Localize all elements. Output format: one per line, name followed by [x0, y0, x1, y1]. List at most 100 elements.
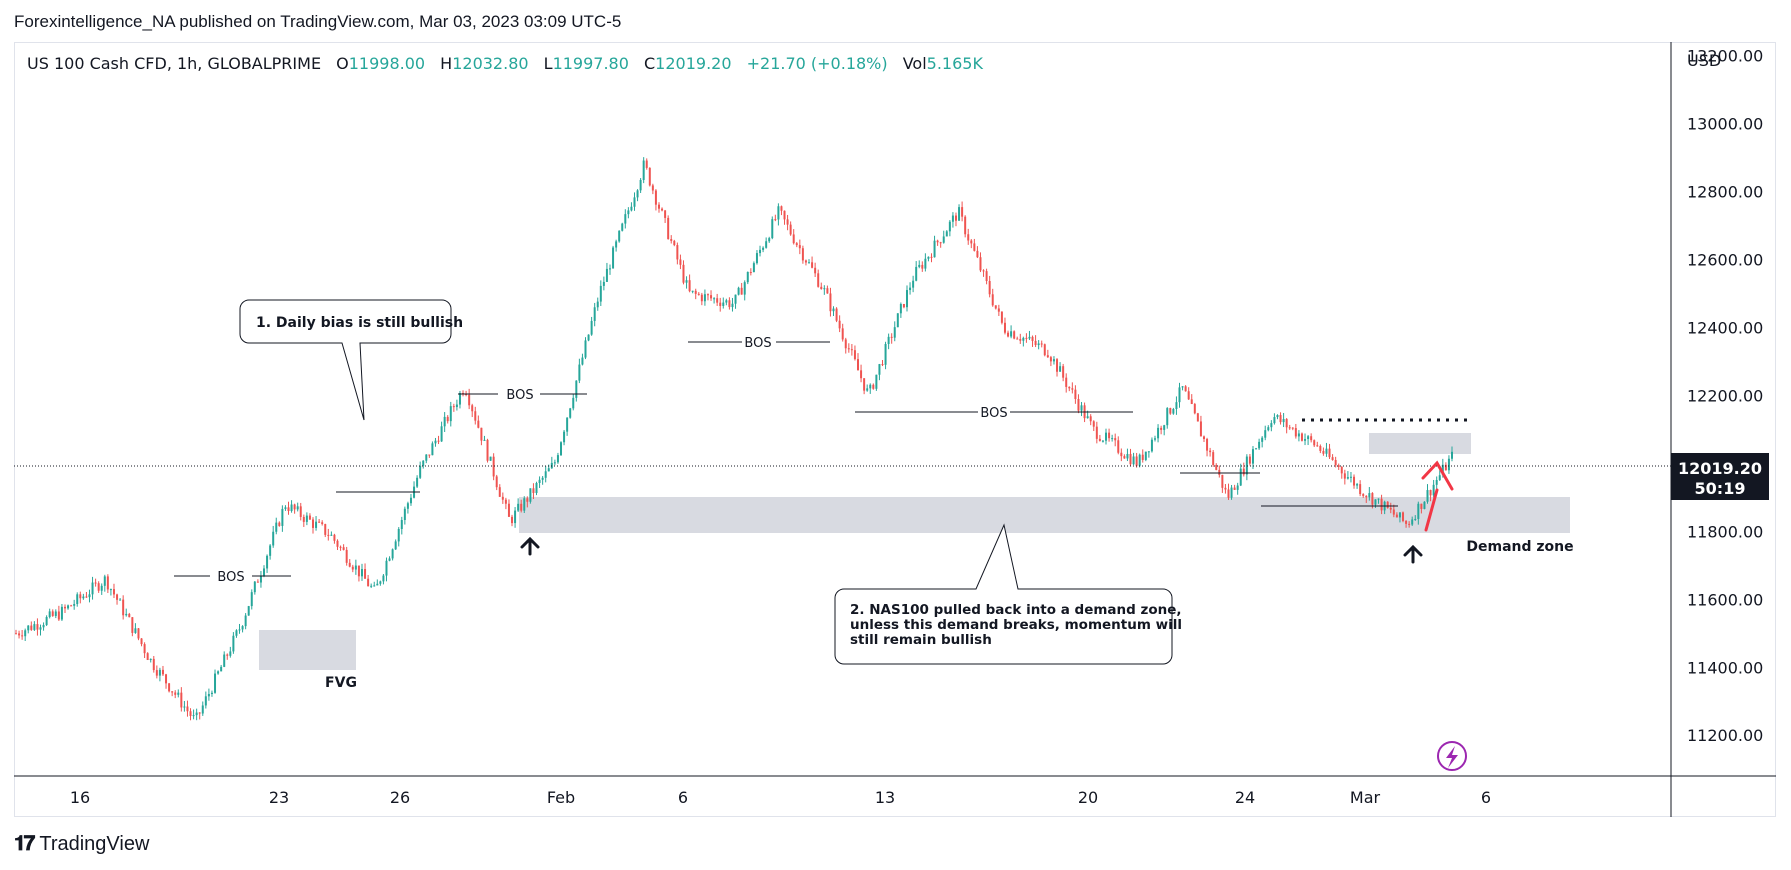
candle-body	[1349, 476, 1352, 478]
candle	[1346, 471, 1349, 480]
candle-body	[1267, 427, 1270, 431]
candle-body	[1181, 386, 1184, 388]
candle	[863, 378, 866, 395]
candle	[244, 613, 247, 630]
candle	[801, 245, 804, 264]
candle	[706, 293, 709, 301]
candle	[1206, 437, 1209, 457]
candle	[1313, 439, 1316, 448]
last-price-value: 12019.20	[1678, 459, 1762, 478]
candle-body	[57, 611, 60, 620]
candle	[890, 333, 893, 344]
candle	[798, 239, 801, 255]
callout-daily-bias[interactable]: 1. Daily bias is still bullish	[239, 299, 463, 421]
candle	[1420, 503, 1423, 514]
candle-body	[1365, 495, 1368, 498]
candle	[1077, 394, 1080, 414]
candle-body	[324, 524, 327, 535]
candle-body	[400, 520, 403, 530]
candle	[1267, 425, 1270, 432]
candle	[293, 503, 296, 514]
candle-body	[1389, 507, 1392, 510]
lightning-icon[interactable]	[1437, 741, 1467, 771]
candle-body	[826, 288, 829, 294]
candle	[899, 302, 902, 318]
candle-body	[1010, 331, 1013, 337]
candle-body	[792, 234, 795, 244]
zones-layer	[259, 433, 1570, 670]
candle	[550, 456, 553, 469]
candle	[1307, 434, 1310, 446]
time-axis[interactable]: 16 23 26 Feb 6 13 20 24 Mar 6	[70, 788, 1491, 807]
candle	[1395, 512, 1398, 518]
candle	[1190, 394, 1193, 405]
candle	[79, 591, 82, 604]
candle	[1040, 340, 1043, 348]
candle	[30, 621, 33, 631]
candle-body	[924, 258, 927, 269]
candle	[91, 576, 94, 600]
candle-body	[210, 692, 213, 694]
candle-body	[1175, 402, 1178, 409]
candle-body	[256, 581, 259, 583]
candle-body	[857, 359, 860, 371]
candle-body	[119, 599, 122, 601]
candle-body	[425, 454, 428, 461]
candle-body	[1157, 427, 1160, 439]
demand-zone[interactable]	[519, 497, 1570, 533]
candle-body	[1304, 439, 1307, 441]
price-axis[interactable]: 11200.0011400.0011600.0011800.0012000.00…	[1687, 47, 1763, 746]
candle-body	[1386, 501, 1389, 508]
candle-body	[703, 294, 706, 302]
candle	[207, 688, 210, 701]
candle-body	[1016, 338, 1019, 340]
candle	[1031, 335, 1034, 347]
candle-body	[716, 298, 719, 303]
candle-body	[88, 594, 91, 598]
candle-body	[1435, 480, 1438, 485]
candle-body	[489, 456, 492, 461]
candle-body	[835, 308, 838, 321]
candle	[152, 655, 155, 673]
fvg-zone[interactable]	[259, 630, 356, 670]
candle-body	[991, 294, 994, 306]
candle	[15, 629, 17, 635]
candle-body	[896, 313, 899, 328]
candle-body	[232, 635, 235, 652]
candle	[608, 264, 611, 275]
candle-body	[63, 606, 66, 609]
candle-body	[884, 344, 887, 365]
candle-body	[1395, 514, 1398, 518]
candle	[385, 557, 388, 582]
candle-body	[422, 460, 425, 466]
candle-body	[743, 282, 746, 295]
candle	[667, 215, 670, 240]
legend-close-label: C	[644, 54, 655, 73]
candle	[1414, 515, 1417, 521]
supply-zone[interactable]	[1369, 433, 1471, 454]
footer-logo[interactable]: 𝟏𝟕 TradingView	[14, 832, 149, 856]
candle-body	[275, 522, 278, 532]
candle-body	[988, 281, 991, 295]
candle-body	[204, 696, 207, 706]
callout-demand-zone[interactable]: 2. NAS100 pulled back into a demand zone…	[834, 523, 1182, 665]
candle	[345, 546, 348, 566]
candle-body	[1092, 421, 1095, 427]
candle-body	[1398, 512, 1401, 518]
candle-body	[1209, 450, 1212, 453]
candle	[593, 302, 596, 327]
price-tick-label: 11200.00	[1687, 726, 1763, 745]
candle-body	[367, 578, 370, 587]
candle	[725, 298, 728, 306]
candle-body	[1022, 337, 1025, 341]
candle-body	[771, 219, 774, 239]
candle-body	[146, 653, 149, 661]
candle	[440, 421, 443, 442]
candle-body	[474, 411, 477, 421]
candle	[752, 261, 755, 273]
candle	[1172, 407, 1175, 415]
candle	[183, 700, 186, 712]
candle	[624, 209, 627, 229]
candle	[1126, 448, 1129, 462]
